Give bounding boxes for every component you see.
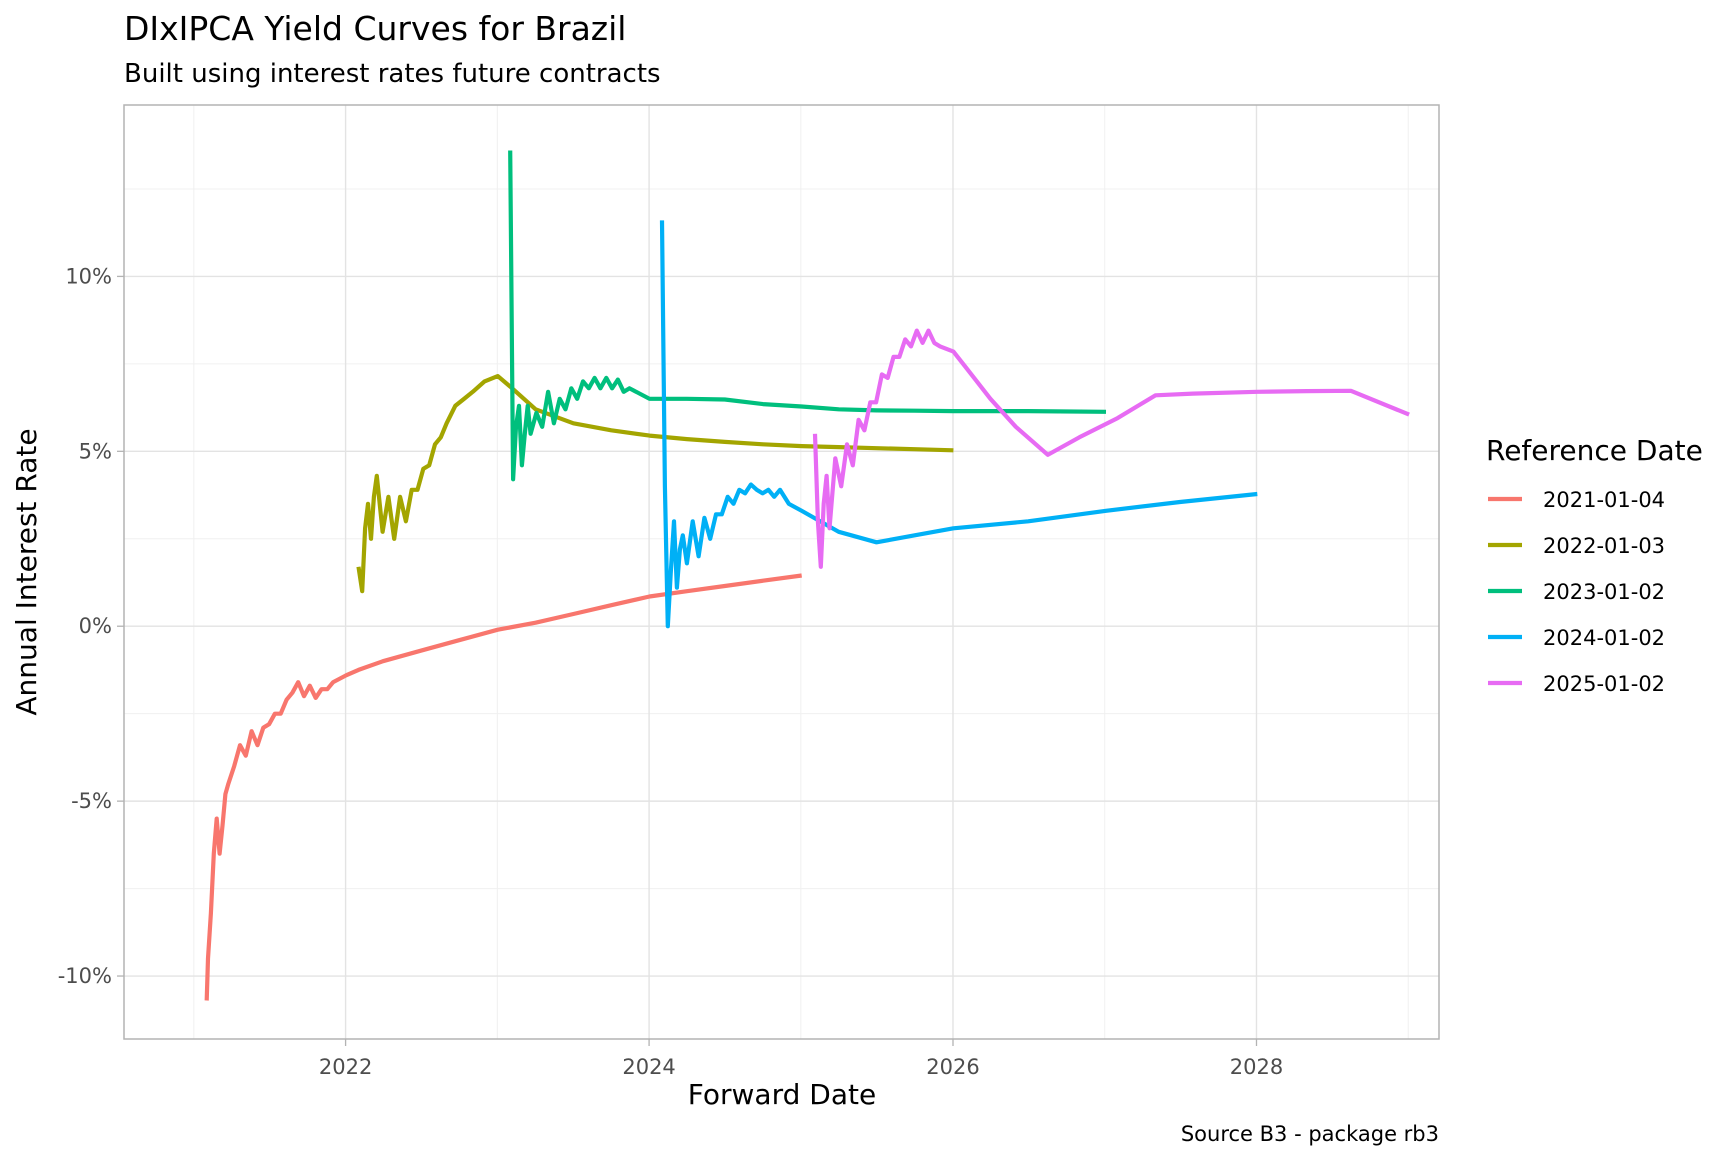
- series-line-2025-01-02: [812, 328, 1410, 569]
- series-line-2023-01-02: [508, 150, 1107, 482]
- x-tick-label: 2024: [622, 1055, 675, 1079]
- x-tick-label: 2026: [926, 1055, 979, 1079]
- plot-panel-border: [123, 104, 1440, 1040]
- x-tick-label: 2022: [319, 1055, 372, 1079]
- legend-label: 2024-01-02: [1543, 626, 1665, 650]
- x-tick-label: 2028: [1230, 1055, 1283, 1079]
- y-tick-label: 0%: [79, 614, 112, 638]
- x-axis-ticks: 2022 2024 2026 2028: [319, 1039, 1283, 1079]
- legend-title: Reference Date: [1486, 434, 1703, 467]
- y-tick-label: -10%: [58, 964, 112, 988]
- series-line-2024-01-02: [659, 220, 1258, 629]
- series-line-2021-01-04: [204, 573, 802, 1001]
- legend-label: 2025-01-02: [1543, 672, 1665, 696]
- chart-title: DIxIPCA Yield Curves for Brazil: [124, 9, 626, 48]
- chart-subtitle: Built using interest rates future contra…: [124, 59, 661, 89]
- legend-label: 2021-01-04: [1543, 488, 1665, 512]
- series-lines: [204, 150, 1410, 1001]
- legend-label: 2023-01-02: [1543, 580, 1665, 604]
- y-tick-label: 5%: [79, 439, 112, 463]
- legend: Reference Date 2021-01-04 2022-01-03 2023-…: [1486, 434, 1703, 696]
- grid-lines: [124, 105, 1439, 1039]
- legend-label: 2022-01-03: [1543, 534, 1665, 558]
- x-axis-title: Forward Date: [688, 1078, 876, 1111]
- y-axis-title: Annual Interest Rate: [10, 428, 43, 715]
- y-axis-ticks: -10% -5% 0% 5% 10%: [58, 264, 124, 988]
- series-line-2022-01-03: [356, 374, 954, 594]
- chart-caption: Source B3 - package rb3: [1181, 1122, 1439, 1146]
- y-tick-label: -5%: [71, 789, 112, 813]
- y-tick-label: 10%: [65, 264, 112, 288]
